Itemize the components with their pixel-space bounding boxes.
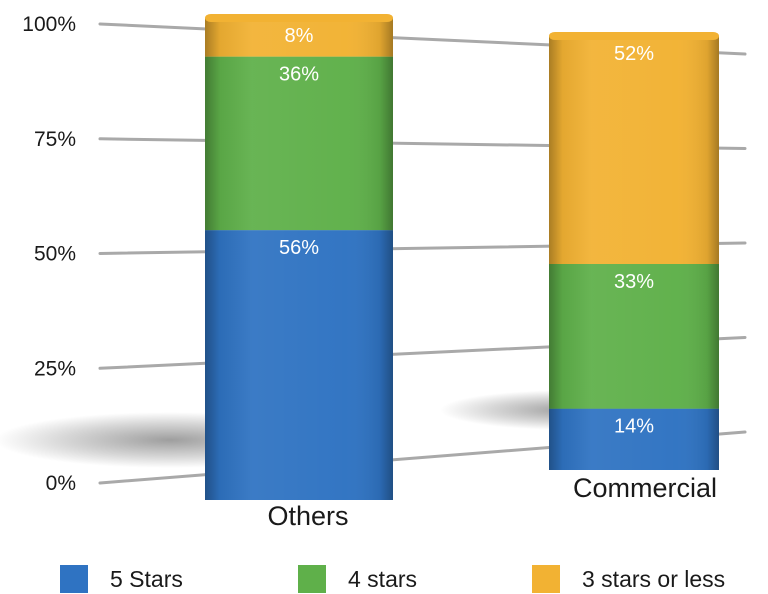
bar-top-cap: [205, 14, 393, 22]
data-label: 52%: [614, 43, 654, 65]
legend: 5 Stars 4 stars 3 stars or less: [60, 565, 725, 593]
bar-segment-shading: [205, 56, 393, 231]
x-axis-categories: Others Commercial: [267, 473, 717, 531]
y-tick-label: 75%: [34, 128, 76, 151]
y-tick-label: 0%: [46, 472, 76, 495]
bar-top-cap: [549, 32, 719, 40]
y-tick-label: 100%: [22, 13, 76, 36]
legend-label: 3 stars or less: [582, 566, 725, 592]
data-label: 8%: [285, 25, 314, 47]
bar-segment-shading: [549, 36, 719, 264]
bar-segment-shading: [549, 264, 719, 409]
bars: [205, 14, 719, 500]
legend-swatch: [60, 565, 88, 593]
legend-label: 4 stars: [348, 566, 417, 592]
y-tick-label: 25%: [34, 357, 76, 380]
bar-segment-shading: [205, 230, 393, 500]
category-label: Others: [267, 501, 348, 531]
bar-segment-shading: [549, 408, 719, 470]
bar-segment-shading: [205, 18, 393, 57]
data-label: 56%: [279, 237, 319, 259]
data-label: 33%: [614, 271, 654, 293]
data-label: 36%: [279, 64, 319, 86]
data-label: 14%: [614, 416, 654, 438]
y-axis: 0% 25% 50% 75% 100%: [22, 13, 76, 495]
legend-swatch: [532, 565, 560, 593]
legend-swatch: [298, 565, 326, 593]
category-label: Commercial: [573, 473, 717, 503]
legend-label: 5 Stars: [110, 566, 183, 592]
y-tick-label: 50%: [34, 243, 76, 266]
data-labels: 56% 36% 8% 14% 33% 52%: [279, 25, 654, 438]
